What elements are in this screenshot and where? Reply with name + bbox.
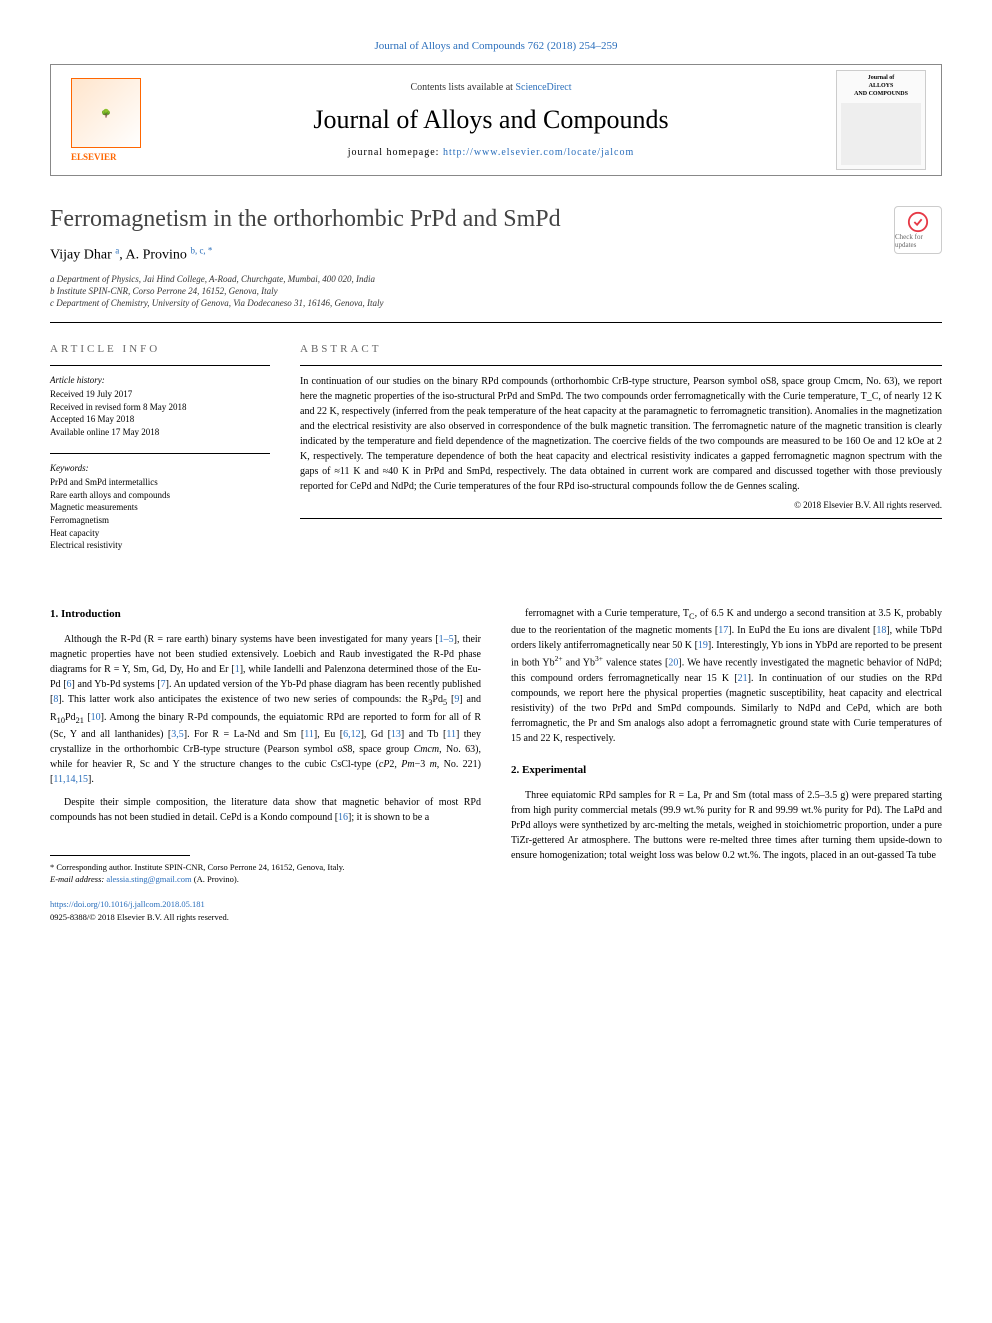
ref-10[interactable]: 10 xyxy=(91,712,101,723)
affiliation-b: b Institute SPIN-CNR, Corso Perrone 24, … xyxy=(50,286,942,296)
ref-16[interactable]: 16 xyxy=(338,812,348,823)
check-updates-icon xyxy=(907,211,929,233)
journal-citation-link[interactable]: Journal of Alloys and Compounds 762 (201… xyxy=(50,40,942,52)
ref-11b[interactable]: 11 xyxy=(446,729,456,740)
author-2-affil[interactable]: b, c, * xyxy=(190,248,212,263)
affiliation-c: c Department of Chemistry, University of… xyxy=(50,298,942,308)
email-footnote: E-mail address: alessia.sting@gmail.com … xyxy=(50,874,481,886)
footnote-separator xyxy=(50,855,190,856)
experimental-heading: 2. Experimental xyxy=(511,762,942,779)
ref-7[interactable]: 7 xyxy=(161,679,166,690)
intro-heading: 1. Introduction xyxy=(50,606,481,623)
elsevier-tree-icon: 🌳 xyxy=(71,78,141,148)
ref-1[interactable]: 1 xyxy=(235,664,240,675)
email-link[interactable]: alessia.sting@gmail.com xyxy=(106,874,191,884)
ref-11a[interactable]: 11 xyxy=(304,729,314,740)
ref-8[interactable]: 8 xyxy=(53,694,58,705)
contents-line: Contents lists available at ScienceDirec… xyxy=(171,82,811,93)
ref-18[interactable]: 18 xyxy=(876,625,886,636)
intro-para-2: Despite their simple composition, the li… xyxy=(50,795,481,825)
keywords: Keywords: PrPd and SmPd intermetallics R… xyxy=(50,462,270,552)
journal-header: 🌳 ELSEVIER Contents lists available at S… xyxy=(50,64,942,176)
doi-block: https://doi.org/10.1016/j.jallcom.2018.0… xyxy=(50,898,481,924)
elsevier-logo: 🌳 ELSEVIER xyxy=(51,65,161,175)
article-history: Article history: Received 19 July 2017 R… xyxy=(50,374,270,439)
affiliation-a: a Department of Physics, Jai Hind Colleg… xyxy=(50,274,942,284)
article-title: Ferromagnetism in the orthorhombic PrPd … xyxy=(50,206,942,233)
ref-6-12[interactable]: 6,12 xyxy=(343,729,361,740)
ref-17[interactable]: 17 xyxy=(718,625,728,636)
homepage-line: journal homepage: http://www.elsevier.co… xyxy=(171,147,811,158)
journal-name: Journal of Alloys and Compounds xyxy=(171,105,811,135)
left-column: 1. Introduction Although the R-Pd (R = r… xyxy=(50,606,481,924)
journal-cover: Journal of ALLOYS AND COMPOUNDS xyxy=(821,65,941,175)
ref-3-5[interactable]: 3,5 xyxy=(171,729,184,740)
ref-21[interactable]: 21 xyxy=(738,673,748,684)
intro-para-3: ferromagnet with a Curie temperature, TC… xyxy=(511,606,942,746)
article-info-heading: ARTICLE INFO xyxy=(50,343,270,355)
ref-20[interactable]: 20 xyxy=(668,658,678,669)
authors: Vijay Dhar a, A. Provino b, c, * xyxy=(50,245,942,264)
ref-11-14-15[interactable]: 11,14,15 xyxy=(53,774,88,785)
author-1-affil[interactable]: a xyxy=(115,248,119,263)
check-updates-badge[interactable]: Check for updates xyxy=(894,206,942,254)
abstract-copyright: © 2018 Elsevier B.V. All rights reserved… xyxy=(300,500,942,510)
ref-19[interactable]: 19 xyxy=(698,640,708,651)
abstract-text: In continuation of our studies on the bi… xyxy=(300,374,942,494)
intro-para-1: Although the R-Pd (R = rare earth) binar… xyxy=(50,632,481,787)
homepage-link[interactable]: http://www.elsevier.com/locate/jalcom xyxy=(443,147,634,158)
divider xyxy=(50,322,942,323)
ref-1-5[interactable]: 1–5 xyxy=(439,634,454,645)
corresponding-author-footnote: * Corresponding author. Institute SPIN-C… xyxy=(50,862,481,874)
ref-13[interactable]: 13 xyxy=(391,729,401,740)
doi-link[interactable]: https://doi.org/10.1016/j.jallcom.2018.0… xyxy=(50,899,205,909)
elsevier-label: ELSEVIER xyxy=(71,152,141,162)
exp-para-1: Three equiatomic RPd samples for R = La,… xyxy=(511,788,942,863)
ref-9[interactable]: 9 xyxy=(454,694,459,705)
abstract-heading: ABSTRACT xyxy=(300,343,942,355)
right-column: ferromagnet with a Curie temperature, TC… xyxy=(511,606,942,924)
author-2: A. Provino xyxy=(125,248,186,263)
sciencedirect-link[interactable]: ScienceDirect xyxy=(515,82,571,93)
author-1: Vijay Dhar xyxy=(50,248,112,263)
ref-6[interactable]: 6 xyxy=(67,679,72,690)
